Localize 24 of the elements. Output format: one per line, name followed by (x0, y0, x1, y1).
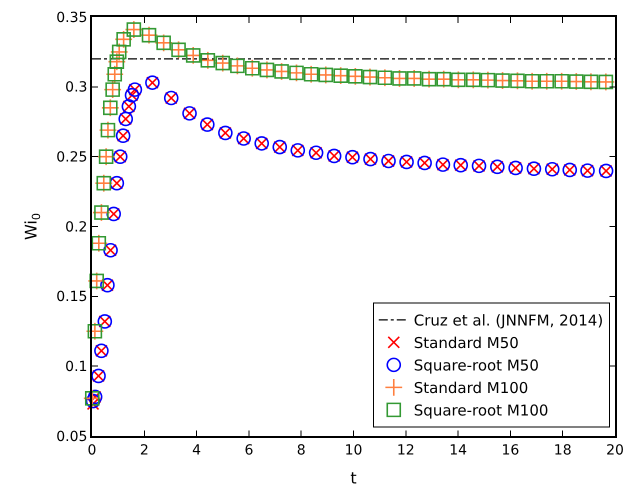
y-tick-label: 0.05 (56, 428, 88, 445)
x-axis-title: t (350, 468, 357, 488)
legend-label: Square-root M50 (414, 356, 539, 375)
x-tick-label: 12 (396, 442, 415, 459)
legend-label: Standard M50 (414, 334, 519, 352)
x-tick-label: 8 (296, 442, 306, 459)
legend-label: Square-root M100 (414, 402, 548, 420)
x-tick-label: 0 (88, 442, 96, 459)
y-tick-label: 0.1 (65, 359, 88, 376)
legend-label: Standard M100 (414, 379, 528, 398)
x-tick-label: 4 (192, 442, 202, 459)
x-tick-label: 20 (606, 442, 624, 459)
x-tick-label: 18 (554, 442, 572, 459)
x-tick-label: 10 (344, 442, 362, 459)
legend-label: Cruz et al. (JNNFM, 2014) (414, 312, 604, 330)
y-tick-label: 0.15 (56, 289, 88, 306)
y-tick-label: 0.3 (65, 80, 88, 96)
x-tick-label: 16 (501, 442, 520, 459)
x-tick-label: 2 (140, 442, 149, 459)
y-tick-label: 0.25 (56, 150, 88, 166)
y-tick-label: 0.2 (65, 219, 88, 236)
x-tick-label: 6 (244, 442, 254, 459)
y-tick-label: 0.35 (56, 10, 88, 26)
x-tick-label: 14 (449, 442, 468, 459)
